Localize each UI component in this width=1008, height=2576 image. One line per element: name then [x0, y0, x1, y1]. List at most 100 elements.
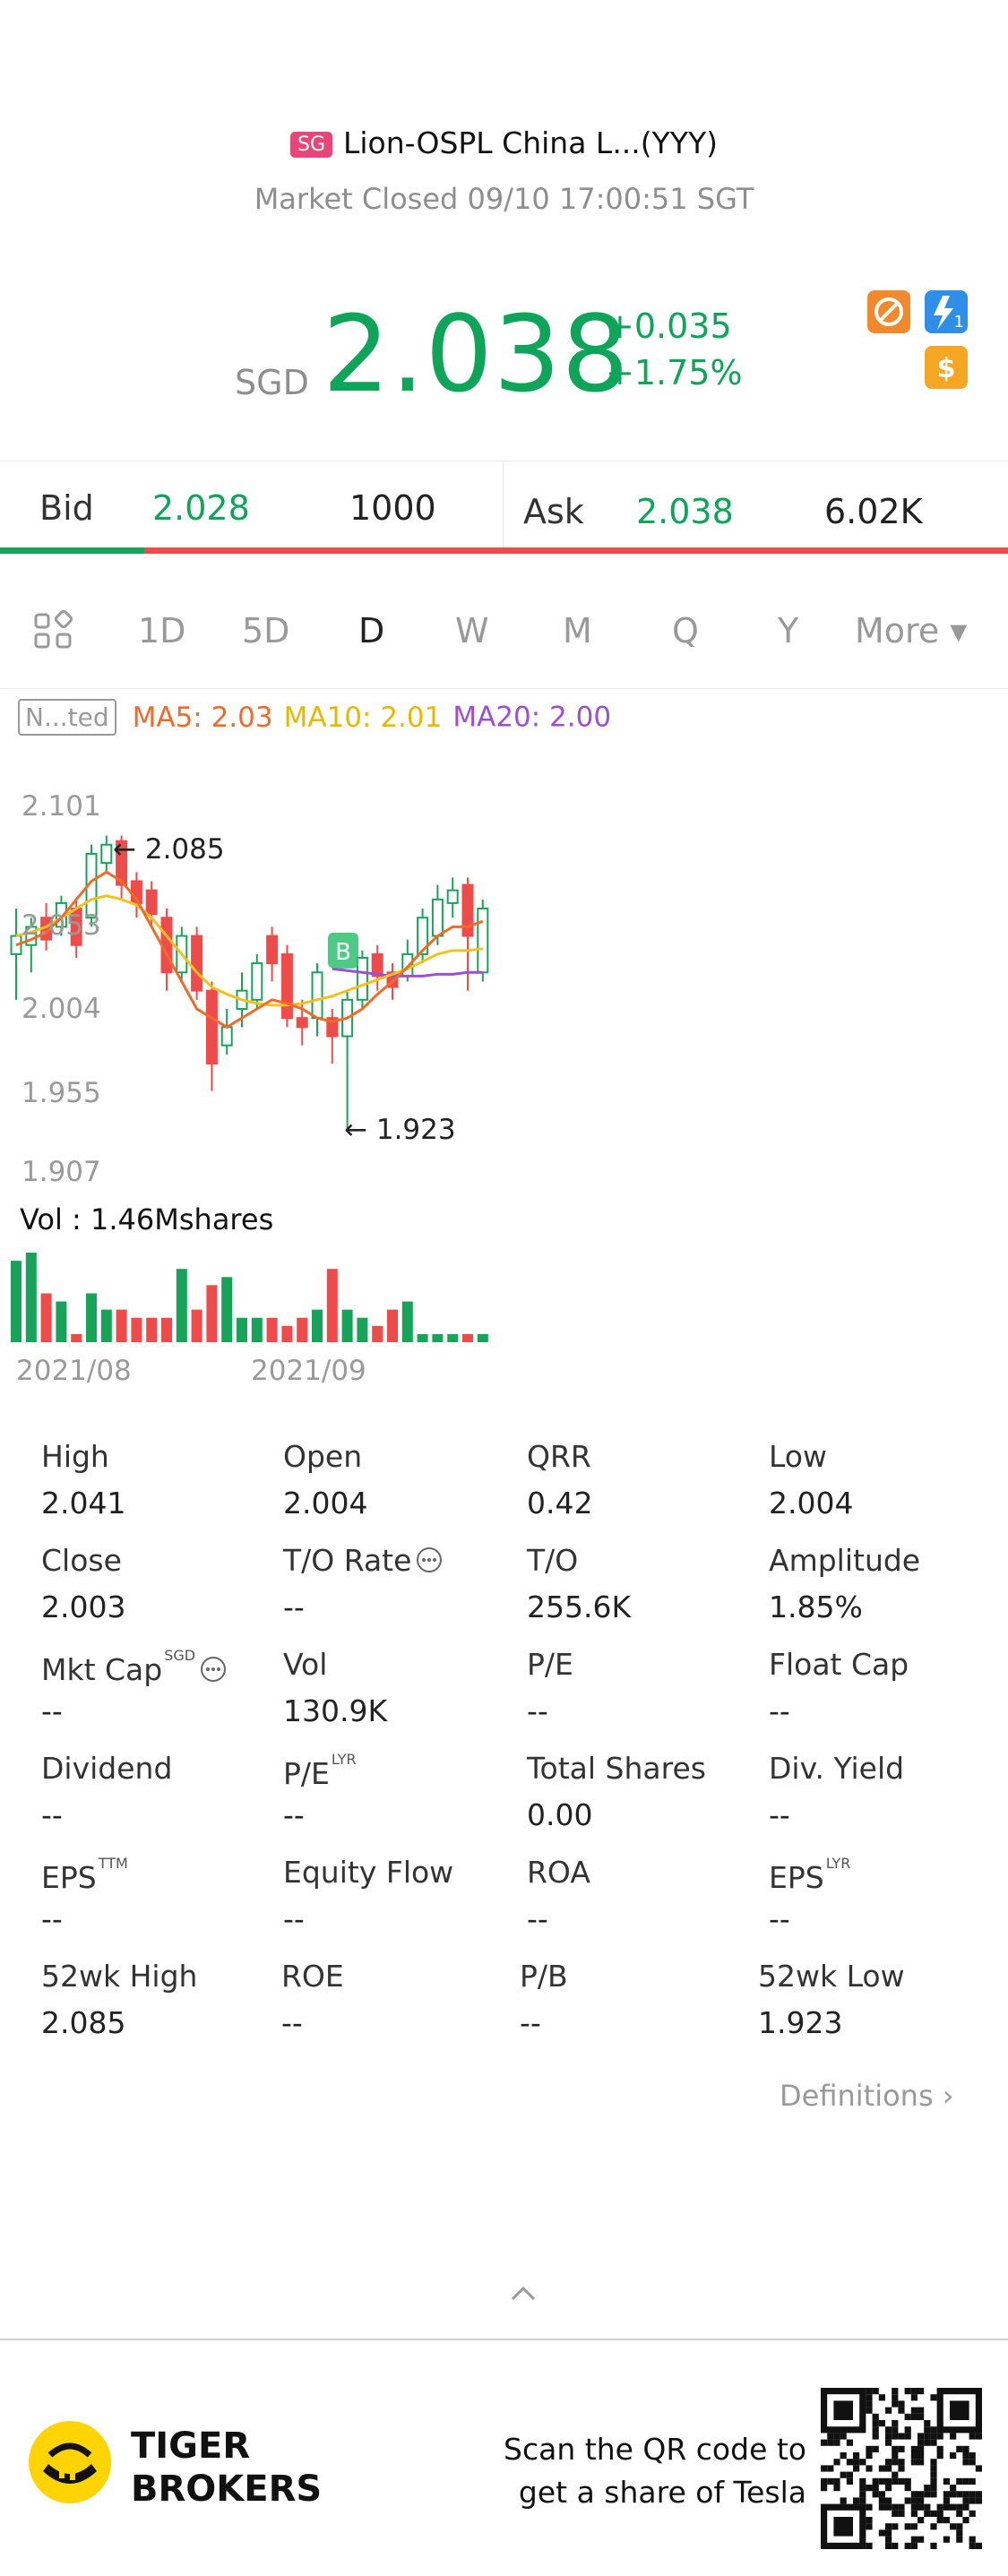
volume-bar	[251, 1317, 263, 1342]
volume-bar	[372, 1325, 383, 1342]
bid-label: Bid	[39, 488, 94, 528]
volume-bar	[326, 1269, 338, 1342]
stat-value: --	[283, 1797, 305, 1832]
price-change: +0.035	[606, 306, 732, 346]
candle-up	[356, 950, 368, 1010]
tab-d[interactable]: D	[358, 611, 385, 650]
stat-label-text: P/E	[283, 1756, 330, 1791]
dollar-icon[interactable]: $	[925, 346, 968, 389]
stat-label-text: Open	[283, 1439, 363, 1474]
volume-bar	[221, 1277, 233, 1342]
stat-value: --	[520, 2005, 541, 2040]
grid-icon[interactable]	[32, 609, 75, 656]
no-entry-icon[interactable]	[867, 290, 910, 333]
tab-more[interactable]: More ▾	[855, 611, 968, 650]
volume-bar	[341, 1309, 353, 1342]
stat-label: P/B	[520, 1959, 568, 1994]
tab-y[interactable]: Y	[778, 611, 799, 650]
stat-label: EPS TTM	[41, 1855, 128, 1895]
volume-bar	[25, 1253, 37, 1342]
volume-bar	[176, 1269, 187, 1342]
tab-w[interactable]: W	[455, 611, 489, 650]
stat-label: Total Shares	[527, 1751, 706, 1786]
candle-down	[116, 835, 128, 900]
volume-bar	[146, 1317, 158, 1342]
stat-value: 0.00	[527, 1797, 593, 1832]
brand-line2: BROKERS	[131, 2468, 323, 2510]
stat-label: T/O	[527, 1543, 578, 1578]
adjust-type-button[interactable]: N...ted	[18, 699, 116, 736]
stat-label-text: P/B	[520, 1959, 568, 1994]
definitions-link[interactable]: Definitions ›	[780, 2079, 954, 2113]
stat-value: --	[527, 1901, 548, 1936]
stat-label-text: Dividend	[41, 1751, 173, 1786]
volume-bar	[401, 1301, 413, 1342]
volume-bar	[86, 1293, 97, 1342]
stat-value: 130.9K	[283, 1693, 388, 1728]
stat-value: 1.923	[758, 2005, 843, 2040]
level-badge: 1	[953, 313, 964, 332]
stat-label-superscript: LYR	[331, 1751, 357, 1768]
tab-1d[interactable]: 1D	[138, 611, 186, 650]
high-marker: ← 2.085	[113, 833, 225, 866]
stat-label-text: Float Cap	[769, 1647, 909, 1682]
volume-bar	[11, 1261, 22, 1342]
candle-up	[446, 877, 459, 918]
footer-divider	[0, 2339, 1008, 2340]
stat-label: Low	[769, 1439, 827, 1474]
stat-label: P/E	[527, 1647, 573, 1682]
volume-bar	[71, 1333, 82, 1342]
stat-label-text: 52wk High	[41, 1959, 198, 1994]
volume-bar	[297, 1317, 308, 1342]
y-tick-label: 2.004	[22, 993, 101, 1025]
bid-size: 1000	[349, 488, 436, 528]
volume-bar	[161, 1317, 172, 1342]
ma5-value: MA5: 2.03	[132, 701, 273, 734]
chevron-up-icon[interactable]	[507, 2283, 539, 2308]
info-icon[interactable]	[199, 1655, 228, 1684]
stat-value: --	[41, 1797, 63, 1832]
volume-bar	[191, 1309, 202, 1342]
ask-label: Ask	[523, 492, 584, 531]
y-tick-label: 2.101	[22, 790, 101, 823]
stat-value: 2.041	[41, 1486, 126, 1521]
volume-bar	[447, 1333, 459, 1342]
info-icon[interactable]	[415, 1546, 444, 1574]
low-marker: ← 1.923	[344, 1114, 456, 1146]
stat-label-text: Div. Yield	[769, 1751, 905, 1786]
volume-bar	[56, 1301, 67, 1342]
stat-value: 2.004	[769, 1486, 854, 1521]
stat-label: P/E LYR	[283, 1751, 357, 1791]
buy-badge[interactable]: B	[328, 932, 358, 969]
bid-ratio-fill	[0, 547, 144, 554]
ma20-line	[332, 967, 483, 978]
stat-label: Amplitude	[769, 1543, 920, 1578]
stat-value: --	[769, 1797, 790, 1832]
stat-value: 2.003	[41, 1590, 126, 1624]
stat-label: 52wk Low	[758, 1959, 905, 1994]
volume-bar	[432, 1333, 444, 1342]
candle-down	[296, 999, 308, 1046]
lightning-level1-icon[interactable]: 1	[925, 290, 968, 333]
stat-label-text: Mkt Cap	[41, 1652, 163, 1687]
volume-bar	[312, 1309, 323, 1342]
stock-title: SG Lion-OSPL China L...(YYY)	[0, 125, 1008, 160]
stat-value: 0.42	[527, 1486, 593, 1521]
candle-down	[205, 981, 218, 1091]
brand-name: TIGER BROKERS	[131, 2425, 322, 2511]
volume-bar	[266, 1317, 278, 1342]
tabs-divider	[0, 688, 1008, 689]
ma10-value: MA10: 2.01	[283, 701, 443, 734]
tab-q[interactable]: Q	[672, 611, 699, 650]
tab-m[interactable]: M	[563, 611, 592, 650]
candlestick-chart[interactable]: B	[0, 780, 502, 1174]
candle-up	[251, 953, 263, 1010]
bid-ask-ratio-bar	[0, 547, 1008, 554]
tab-5d[interactable]: 5D	[242, 611, 290, 650]
stat-value: 255.6K	[527, 1590, 632, 1624]
volume-bar	[100, 1309, 112, 1342]
ma5-line	[15, 870, 484, 1030]
stat-label-superscript: SGD	[164, 1647, 196, 1664]
low-marker-value: 1.923	[375, 1114, 456, 1146]
stat-label: T/O Rate	[283, 1543, 444, 1578]
